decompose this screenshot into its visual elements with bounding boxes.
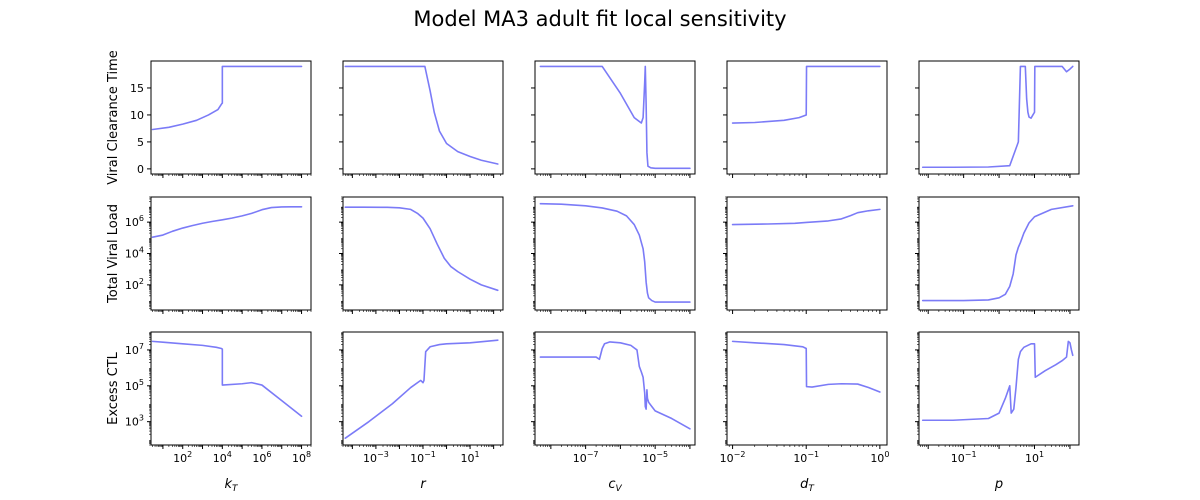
x-tick-label: 101 (461, 450, 480, 465)
chart-title: Model MA3 adult fit local sensitivity (413, 7, 786, 31)
ylabel-text: Viral Clearance Time (106, 50, 121, 185)
subplot-r2-c4 (723, 196, 888, 314)
subplot-r3-c1: 103 105 107 102 104 106 108 (125, 331, 312, 465)
x-tick-label: 108 (292, 450, 311, 465)
x-tick-label: 104 (213, 450, 232, 465)
series-line (151, 340, 303, 418)
xlabel-col-5: p (994, 477, 1003, 492)
xlabel-col-4: dT (800, 477, 815, 494)
axes-frame (150, 60, 312, 175)
ylabel-row-3: Excess CTL (106, 351, 121, 425)
ylabel-row-1: Viral Clearance Time (106, 50, 121, 185)
x-tick-label: 10−7 (573, 450, 599, 465)
x-tick-label: 10−2 (720, 450, 746, 465)
series-line (151, 205, 303, 238)
series-line (921, 204, 1074, 302)
x-tick-label: 106 (252, 450, 271, 465)
axes-frame (918, 196, 1080, 311)
series-line (921, 340, 1074, 422)
y-tick-label: 0 (137, 163, 144, 176)
subplot-grid: Viral Clearance Time 0 5 10 15 Total Viral Lo… (106, 50, 1080, 494)
ylabel-row-2: Total Viral Load (106, 204, 121, 304)
series-line (344, 206, 499, 292)
axes-frame (342, 60, 504, 175)
series-line (151, 65, 303, 131)
y-tick-label: 106 (125, 214, 144, 229)
y-tick-label: 104 (125, 246, 144, 261)
y-tick-label: 107 (125, 342, 144, 357)
axes-frame (726, 60, 888, 175)
axes-frame (918, 60, 1080, 175)
series-line (731, 340, 881, 393)
x-tick-label: 10−1 (793, 450, 819, 465)
xlabel-col-3: cV (608, 477, 622, 494)
subplot-r2-c3 (531, 196, 696, 314)
x-tick-label: 10−5 (642, 450, 668, 465)
x-tick-label: 102 (173, 450, 192, 465)
x-tick-label: 100 (870, 450, 889, 465)
y-tick-label: 5 (137, 136, 144, 149)
subplot-r1-c4 (723, 60, 888, 178)
series-line (344, 65, 499, 165)
subplot-r1-c5 (915, 60, 1080, 178)
axes-frame (534, 331, 696, 446)
axes-frame (918, 331, 1080, 446)
series-line (344, 339, 499, 439)
x-tick-label: 101 (1025, 450, 1044, 465)
y-tick-label: 105 (125, 378, 144, 393)
subplot-r3-c2: 10−3 10−1 101 (339, 331, 504, 465)
subplot-r1-c2 (339, 60, 504, 178)
series-line (731, 208, 881, 226)
subplot-r3-c3: 10−7 10−5 (531, 331, 696, 465)
ylabel-text: Excess CTL (106, 351, 121, 425)
subplot-r2-c5 (915, 196, 1080, 314)
axes-frame (150, 331, 312, 446)
ylabel-text: Total Viral Load (106, 204, 121, 304)
y-tick-label: 10 (130, 109, 144, 122)
series-line (539, 202, 691, 303)
axes-frame (534, 60, 696, 175)
xlabel-col-2: r (420, 477, 427, 492)
x-tick-label: 10−1 (410, 450, 436, 465)
series-line (539, 65, 691, 170)
subplot-r1-c1: 0 5 10 15 (130, 60, 312, 178)
axes-frame (534, 196, 696, 311)
xlabel-col-1: kT (224, 477, 239, 494)
axes-frame (150, 196, 312, 311)
subplot-r3-c5: 10−1 101 (915, 331, 1080, 465)
y-tick-label: 103 (125, 414, 144, 429)
x-tick-label: 10−1 (951, 450, 977, 465)
subplot-r3-c4: 10−2 10−1 100 (720, 331, 889, 465)
y-tick-label: 15 (130, 82, 144, 95)
series-line (921, 65, 1074, 169)
subplot-r1-c3 (531, 60, 696, 178)
axes-frame (342, 196, 504, 311)
axes-frame (726, 196, 888, 311)
subplot-r2-c2 (339, 196, 504, 314)
x-tick-label: 10−3 (363, 450, 389, 465)
axes-frame (342, 331, 504, 446)
y-tick-label: 102 (125, 277, 144, 292)
subplot-r2-c1: 102 104 106 (125, 196, 312, 314)
series-line (731, 65, 881, 124)
series-line (539, 341, 691, 430)
